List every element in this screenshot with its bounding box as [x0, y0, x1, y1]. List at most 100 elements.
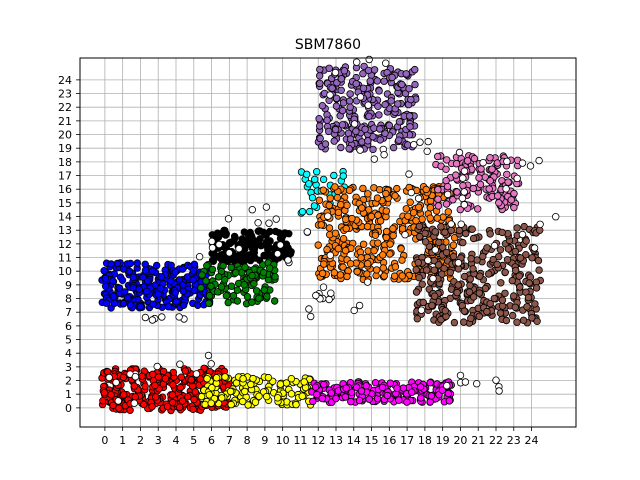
data-point [133, 259, 141, 267]
data-point [143, 277, 152, 285]
data-point [453, 188, 461, 196]
data-point [393, 384, 401, 392]
data-point [370, 155, 378, 163]
data-point [459, 174, 467, 182]
x-tick-label: 16 [382, 434, 396, 447]
data-point [203, 262, 211, 270]
data-point [305, 305, 313, 313]
x-tick-label: 17 [400, 434, 414, 447]
data-point [534, 256, 543, 265]
data-point [247, 380, 255, 389]
data-point [331, 183, 339, 191]
data-point [201, 400, 209, 409]
data-point [395, 396, 403, 404]
data-point [513, 224, 521, 232]
data-point [427, 392, 436, 400]
data-point [334, 208, 343, 217]
data-point [504, 178, 512, 186]
data-point [208, 244, 217, 252]
data-point [213, 288, 222, 296]
data-point [419, 298, 427, 307]
data-point [398, 80, 406, 89]
data-point [221, 373, 229, 381]
data-point [502, 316, 511, 325]
data-point [516, 283, 524, 291]
data-point [416, 232, 424, 241]
data-point [357, 254, 365, 262]
y-tick-label: 13 [58, 224, 72, 237]
data-point [156, 284, 165, 293]
data-point [205, 292, 214, 300]
data-point [361, 125, 369, 133]
y-tick-label: 4 [65, 347, 72, 360]
data-point [389, 143, 398, 152]
data-point [194, 301, 202, 309]
data-point [430, 266, 438, 274]
data-point [511, 303, 519, 311]
data-point [455, 148, 464, 157]
data-point [469, 184, 478, 193]
data-point [346, 97, 354, 105]
data-point [458, 194, 467, 202]
data-point [239, 375, 247, 383]
data-point [109, 292, 118, 301]
data-point [214, 273, 223, 281]
data-point [109, 401, 117, 409]
data-point [522, 250, 530, 259]
data-point [405, 170, 413, 178]
data-point [369, 145, 377, 154]
data-point [255, 294, 263, 302]
data-point [248, 298, 256, 306]
data-point [230, 232, 239, 241]
x-tick-label: 20 [453, 434, 467, 447]
plot-frame [79, 57, 577, 428]
data-point [533, 317, 541, 325]
data-point [115, 284, 124, 292]
data-point [168, 398, 177, 407]
data-point [331, 125, 340, 134]
data-point [381, 100, 389, 109]
data-point [346, 260, 355, 268]
data-point [355, 396, 364, 405]
data-point [443, 182, 452, 191]
data-point [433, 214, 441, 222]
data-point [347, 398, 355, 406]
data-point [205, 299, 213, 307]
data-point [438, 386, 447, 394]
data-point [352, 383, 361, 391]
data-point [525, 279, 533, 287]
data-point [197, 284, 205, 292]
data-point [324, 212, 332, 220]
data-point [413, 315, 421, 323]
x-tick-label: 0 [101, 434, 108, 447]
data-point [342, 384, 350, 392]
data-point [319, 283, 328, 291]
data-point [455, 226, 464, 235]
data-point [350, 306, 358, 315]
data-point [149, 300, 157, 308]
data-point [143, 287, 151, 296]
data-point [292, 400, 300, 409]
data-point [207, 282, 215, 290]
data-point [365, 395, 373, 403]
y-tick-label: 17 [58, 170, 72, 183]
data-point [476, 272, 484, 280]
data-point [382, 207, 390, 215]
x-axis-ticks: 0 1 2 3 4 5 6 7 8 9 10 11 12 13 14 15 16 17 18 19 20 21 22 23 24 [101, 427, 539, 447]
data-point [287, 248, 295, 256]
data-point [345, 144, 353, 153]
data-point [190, 260, 199, 268]
data-point [459, 238, 467, 247]
data-point [352, 79, 360, 88]
data-point [407, 95, 415, 104]
data-point [342, 224, 350, 233]
data-point [326, 91, 334, 99]
data-point [375, 111, 383, 119]
data-point [317, 221, 325, 229]
data-point [415, 222, 424, 231]
data-point [373, 77, 381, 85]
data-point [386, 240, 394, 248]
data-point [221, 276, 229, 284]
data-point [318, 101, 327, 110]
data-point [370, 246, 378, 255]
